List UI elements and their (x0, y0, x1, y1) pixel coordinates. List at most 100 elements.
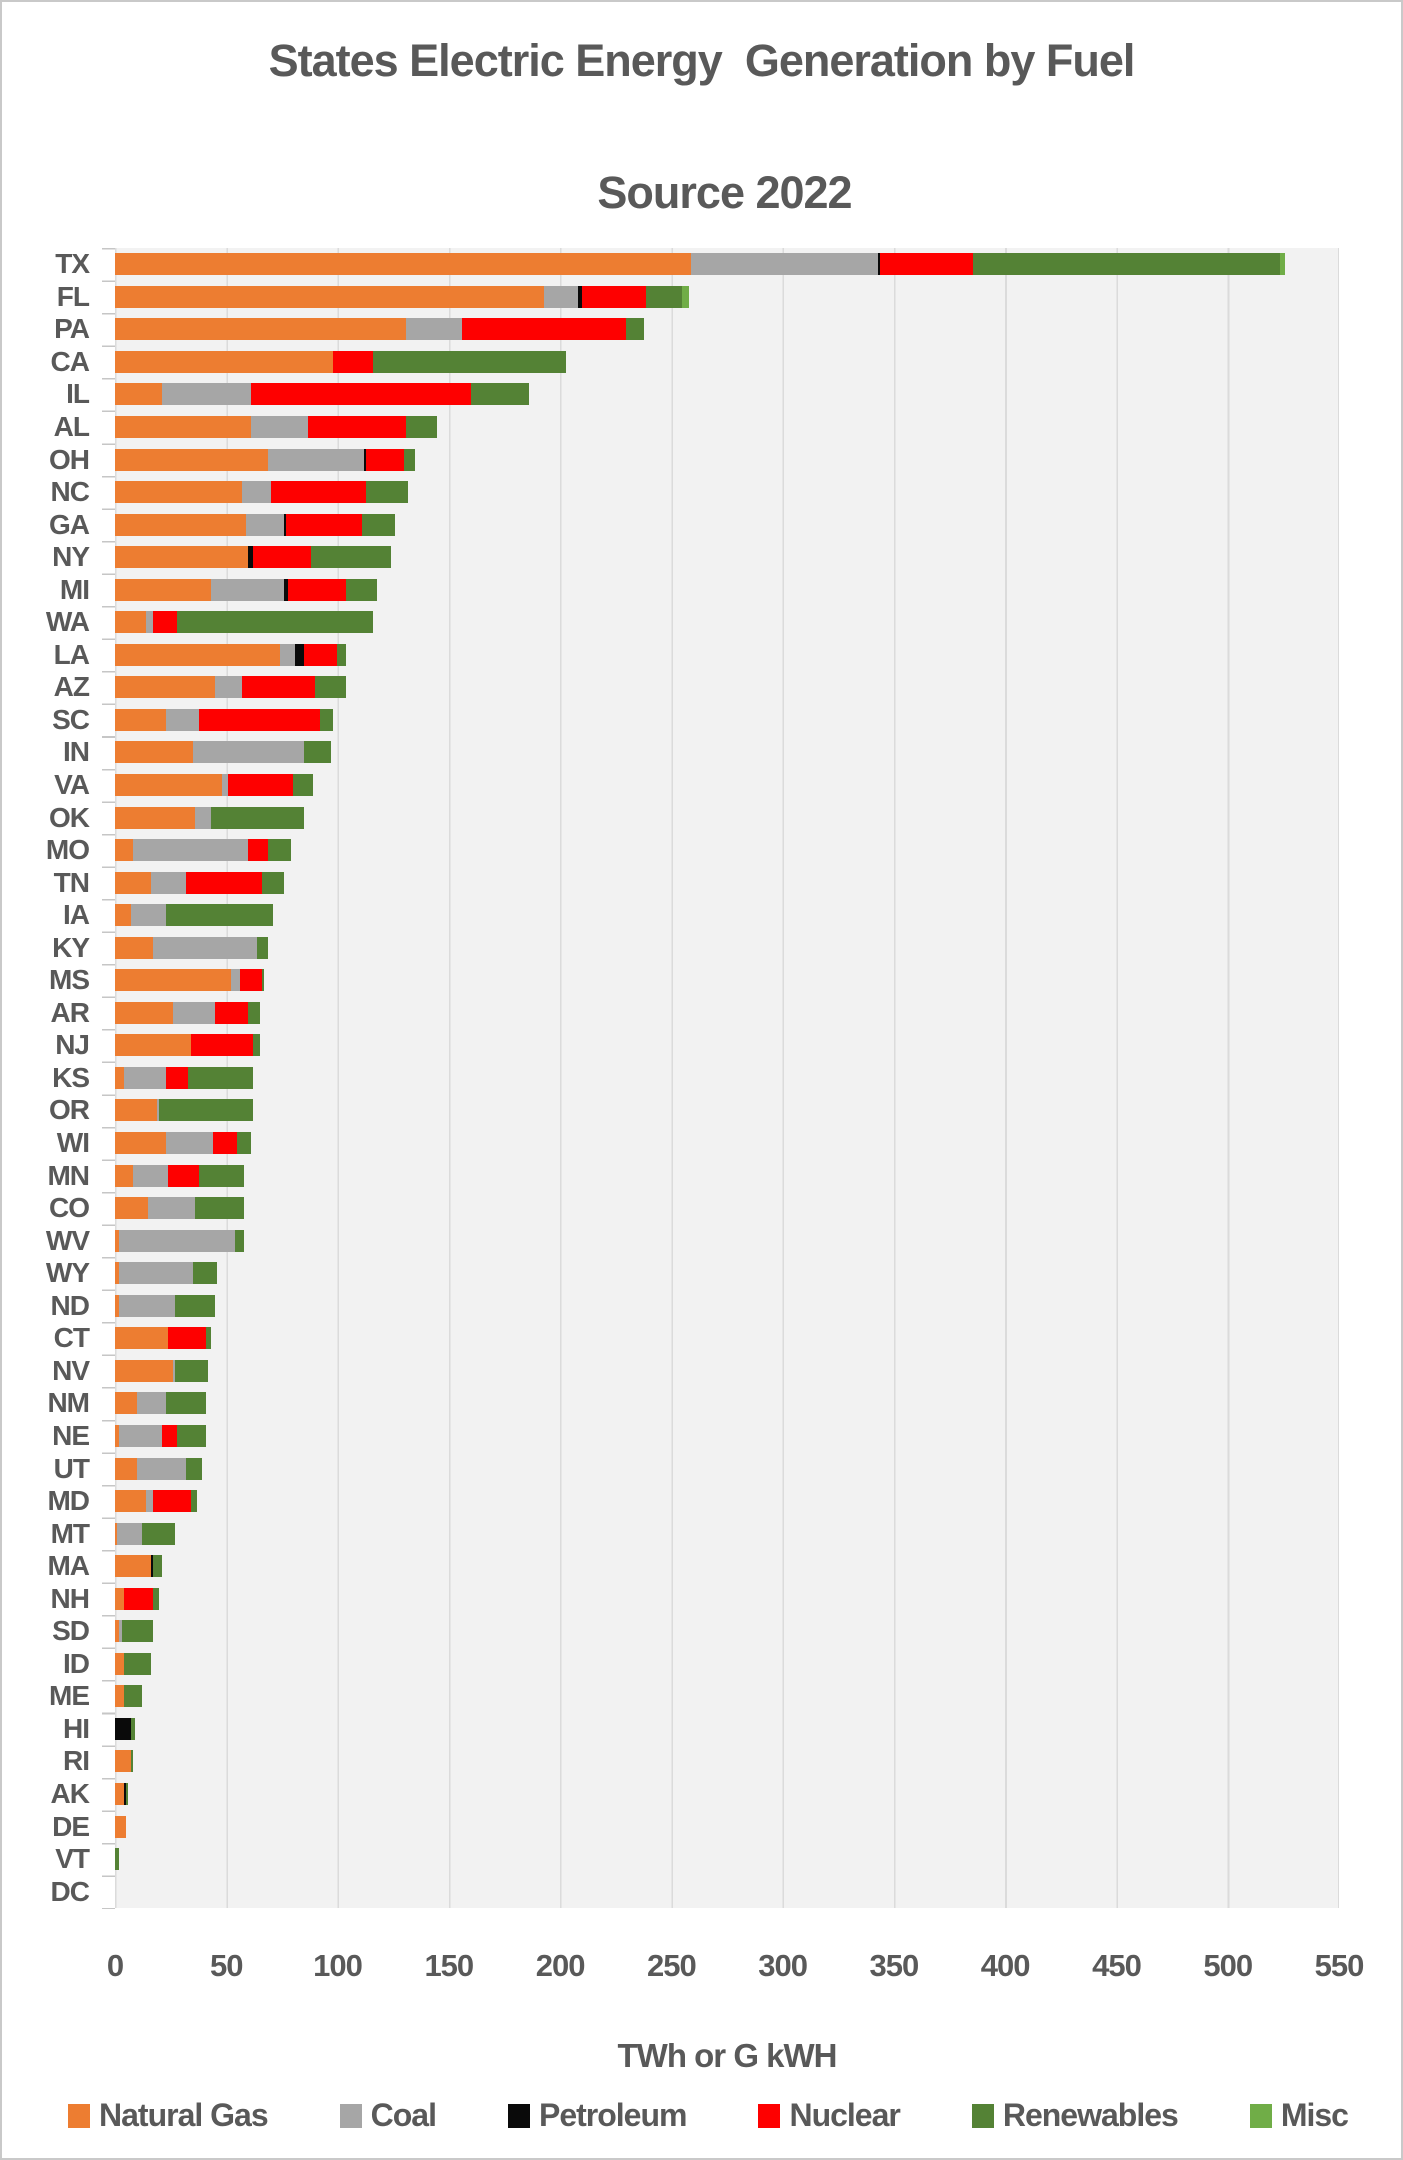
bar-stack-NY (115, 546, 1338, 569)
bar-segment-natural-gas-SD (115, 1620, 120, 1643)
bar-stack-GA (115, 513, 1338, 536)
bar-stack-CT (115, 1327, 1338, 1350)
bar-segment-renewables-KY (257, 936, 269, 959)
legend-label-nuclear: Nuclear (789, 2097, 900, 2133)
y-axis-label-MT: MT (50, 1517, 90, 1549)
bar-stack-WV (115, 1229, 1338, 1252)
legend-item-misc: Misc (1249, 2097, 1349, 2134)
bar-segment-renewables-PA (626, 318, 645, 341)
bar-segment-natural-gas-CA (115, 350, 333, 373)
bar-stack-SC (115, 708, 1338, 731)
bar-segment-natural-gas-LA (115, 643, 280, 666)
bar-segment-nuclear-NE (161, 1424, 178, 1447)
bar-row-ME (115, 1680, 1338, 1713)
bar-segment-natural-gas-NM (115, 1392, 138, 1415)
bar-segment-nuclear-MO (248, 839, 269, 862)
bar-segment-coal-NC (241, 481, 271, 504)
bar-segment-coal-ND (119, 1294, 176, 1317)
bar-segment-renewables-KS (188, 1066, 253, 1089)
bar-segment-natural-gas-ME (115, 1685, 124, 1708)
bar-segment-natural-gas-NE (115, 1424, 120, 1447)
bar-row-IL (115, 378, 1338, 411)
bar-segment-renewables-MN (199, 1164, 244, 1187)
bar-row-MN (115, 1159, 1338, 1192)
bar-segment-coal-IL (161, 383, 251, 406)
bar-segment-coal-AL (250, 416, 309, 438)
bar-segment-petroleum-LA (295, 643, 304, 666)
bar-segment-nuclear-NJ (190, 1034, 253, 1057)
bar-segment-coal-WV (119, 1229, 236, 1252)
bar-segment-renewables-IL (470, 383, 529, 406)
bar-stack-ID (115, 1652, 1338, 1675)
bar-segment-renewables-MT (141, 1522, 176, 1545)
bar-stack-IL (115, 383, 1338, 406)
bar-segment-natural-gas-KY (115, 936, 153, 959)
bar-segment-natural-gas-SC (115, 708, 167, 731)
bar-segment-renewables-FL (646, 285, 682, 308)
y-axis-label-ND: ND (50, 1289, 90, 1321)
y-axis-label-AR: AR (50, 996, 90, 1028)
bar-segment-coal-AZ (215, 676, 242, 699)
bar-segment-renewables-AR (248, 1001, 260, 1024)
bar-segment-renewables-OR (159, 1099, 253, 1122)
legend-label-coal: Coal (370, 2097, 437, 2133)
bar-segment-coal-NV (172, 1359, 176, 1382)
bar-segment-natural-gas-OK (115, 806, 196, 829)
bar-segment-coal-FL (544, 285, 578, 308)
y-axis-label-DC: DC (50, 1875, 90, 1907)
y-axis-ticks (102, 248, 115, 1909)
x-axis-tick-550: 550 (1314, 1948, 1365, 1983)
bar-row-IN (115, 736, 1338, 769)
bar-segment-natural-gas-MO (115, 839, 133, 862)
bar-row-TN (115, 866, 1338, 899)
bar-row-OK (115, 801, 1338, 834)
x-axis-tick-250: 250 (646, 1948, 697, 1983)
bar-segment-natural-gas-OR (115, 1099, 158, 1122)
bar-segment-renewables-VA (292, 774, 313, 797)
bar-segment-renewables-CT (206, 1327, 211, 1350)
x-axis-tick-350: 350 (869, 1948, 920, 1983)
bar-segment-renewables-RI (130, 1750, 133, 1773)
bar-stack-MT (115, 1522, 1338, 1545)
bar-segment-natural-gas-WY (115, 1262, 120, 1285)
bar-row-MI (115, 573, 1338, 606)
y-axis-label-GA: GA (49, 508, 90, 540)
x-axis-tick-300: 300 (758, 1948, 808, 1983)
y-axis-label-MA: MA (47, 1550, 90, 1582)
bar-stack-MN (115, 1164, 1338, 1187)
bar-stack-WI (115, 1132, 1338, 1155)
bar-segment-coal-WA (146, 611, 153, 634)
bar-segment-coal-NE (119, 1424, 162, 1447)
y-axis-label-FL: FL (56, 280, 90, 312)
y-axis-label-ME: ME (49, 1680, 90, 1712)
bar-segment-renewables-NM (166, 1392, 207, 1415)
bar-segment-coal-NM (137, 1392, 167, 1415)
bar-row-CO (115, 1192, 1338, 1225)
y-axis-label-TX: TX (55, 248, 90, 280)
bar-segment-nuclear-MD (152, 1490, 191, 1513)
y-axis-label-AL: AL (53, 411, 90, 442)
bar-stack-LA (115, 643, 1338, 666)
y-axis-label-RI: RI (63, 1745, 90, 1777)
bar-segment-natural-gas-ID (115, 1652, 124, 1675)
bar-stack-IA (115, 904, 1338, 927)
bar-segment-renewables-IA (166, 904, 273, 927)
bar-stack-AK (115, 1782, 1338, 1805)
y-axis-label-IN: IN (63, 736, 90, 768)
y-axis-label-OK: OK (49, 801, 90, 833)
bar-stack-WA (115, 611, 1338, 634)
bar-row-NH (115, 1582, 1338, 1615)
bar-segment-coal-MT (117, 1522, 142, 1545)
y-axis-label-MD: MD (47, 1485, 90, 1517)
bar-stack-HI (115, 1717, 1338, 1740)
bar-segment-nuclear-SC (199, 708, 320, 731)
bar-row-TX (115, 248, 1338, 281)
legend-item-coal: Coal (339, 2097, 437, 2134)
bar-stack-MS (115, 969, 1338, 992)
bar-row-FL (115, 281, 1338, 314)
bar-row-AK (115, 1778, 1338, 1811)
legend: Natural Gas Coal Petroleum Nuclear Renewable… (68, 2097, 1349, 2134)
y-axis-label-OH: OH (49, 443, 90, 475)
bar-segment-coal-OK (195, 806, 211, 829)
bar-segment-nuclear-WI (212, 1132, 238, 1155)
